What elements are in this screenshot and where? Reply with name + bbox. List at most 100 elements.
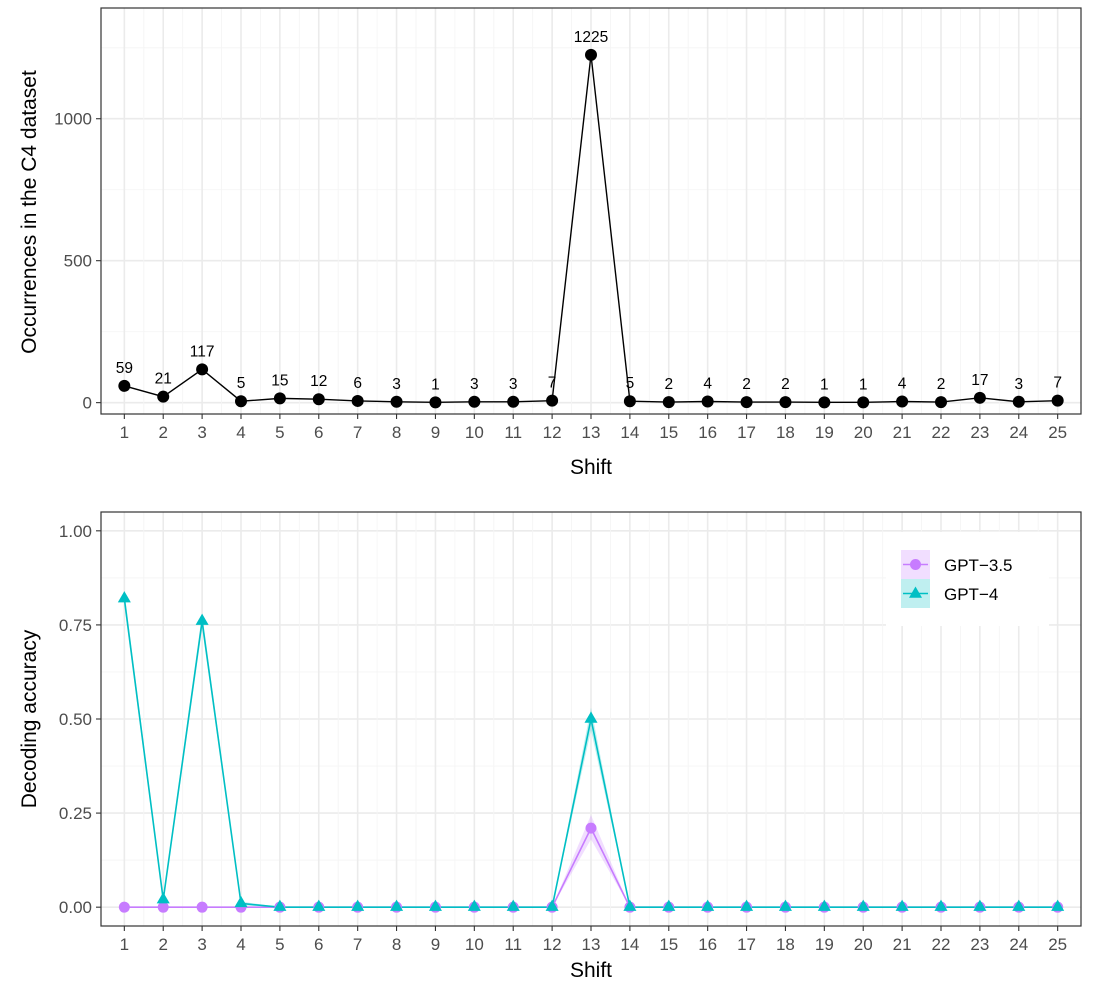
data-point (1051, 394, 1064, 407)
y-tick-label: 0.25 (59, 804, 92, 823)
data-point-gpt4 (817, 899, 831, 911)
x-tick-label: 19 (815, 423, 834, 442)
data-label: 59 (116, 360, 133, 377)
data-label: 7 (548, 375, 557, 392)
x-tick-label: 16 (698, 423, 717, 442)
data-point-gpt4 (156, 892, 170, 904)
data-label: 3 (509, 376, 518, 393)
data-label: 2 (664, 376, 673, 393)
data-point (196, 363, 209, 376)
data-point (235, 395, 247, 408)
data-point (818, 396, 831, 409)
data-point-gpt4 (662, 899, 676, 911)
data-label: 1225 (574, 29, 608, 46)
data-point-gpt4 (234, 895, 248, 908)
x-tick-label: 13 (582, 423, 601, 442)
x-tick-label: 17 (737, 423, 756, 442)
data-point-gpt4 (623, 899, 637, 911)
data-label: 7 (1053, 375, 1062, 392)
y-tick-label: 0 (83, 394, 92, 413)
data-label: 17 (971, 372, 988, 389)
data-point (935, 396, 947, 409)
y-tick-label: 0.00 (59, 898, 92, 917)
y-tick-label: 0.75 (59, 616, 92, 635)
data-label: 5 (237, 375, 246, 392)
x-tick-label: 13 (582, 935, 601, 954)
decoding-y-axis-title: Decoding accuracy (18, 629, 41, 808)
data-label: 3 (392, 376, 401, 393)
x-tick-label: 19 (815, 935, 834, 954)
x-tick-label: 14 (620, 935, 639, 954)
data-label: 2 (781, 376, 790, 393)
decoding-accuracy-chart: GPT−3.5 GPT−4 0.000.250.500.751.001 2 3 4 5 6… (18, 511, 1082, 982)
legend-label-gpt4: GPT−4 (944, 585, 998, 604)
data-point (157, 390, 170, 403)
x-tick-label: 20 (854, 935, 873, 954)
data-point-gpt4 (506, 899, 520, 911)
x-tick-label: 24 (1009, 423, 1028, 442)
data-point (273, 392, 286, 405)
decoding-series (117, 591, 1065, 913)
x-tick-label: 15 (659, 423, 678, 442)
data-point-gpt4 (1051, 899, 1065, 911)
data-point (623, 395, 636, 408)
data-point-gpt4 (740, 899, 754, 911)
x-tick-label: 11 (504, 423, 522, 442)
y-tick-label: 1000 (54, 110, 92, 129)
data-point-gpt35 (118, 901, 130, 913)
legend-circle-marker (910, 559, 921, 570)
x-tick-label: 2 (158, 935, 167, 954)
x-tick-label: 5 (275, 423, 284, 442)
data-point (546, 394, 559, 407)
x-tick-label: 18 (776, 423, 795, 442)
x-tick-label: 20 (854, 423, 873, 442)
x-tick-label: 25 (1048, 935, 1067, 954)
x-tick-label: 8 (392, 423, 401, 442)
x-tick-label: 4 (236, 423, 245, 442)
data-label: 12 (310, 373, 327, 390)
decoding-grid (101, 512, 1081, 926)
x-tick-label: 12 (543, 935, 562, 954)
data-point (701, 395, 714, 408)
x-tick-label: 14 (620, 423, 639, 442)
x-tick-label: 2 (158, 423, 167, 442)
data-point (740, 396, 753, 409)
x-tick-label: 23 (970, 935, 989, 954)
data-point (118, 379, 131, 392)
x-tick-label: 1 (120, 935, 129, 954)
x-tick-label: 11 (504, 935, 522, 954)
data-label: 1 (820, 376, 829, 393)
x-tick-label: 1 (120, 423, 129, 442)
data-point (312, 393, 325, 406)
data-point (857, 396, 870, 409)
y-tick-label: 500 (64, 252, 92, 271)
data-label: 21 (155, 371, 172, 388)
data-point (507, 395, 520, 408)
x-tick-label: 16 (698, 935, 717, 954)
occurrences-x-axis-title: Shift (570, 456, 612, 479)
data-point (351, 394, 364, 407)
data-label: 117 (190, 343, 215, 360)
x-tick-label: 23 (970, 423, 989, 442)
data-point-gpt4 (973, 899, 987, 911)
x-tick-label: 6 (314, 423, 323, 442)
data-point (1012, 395, 1025, 408)
x-tick-label: 25 (1048, 423, 1067, 442)
data-point-gpt35 (585, 822, 597, 834)
data-point (468, 395, 481, 408)
data-label: 4 (898, 376, 907, 393)
data-point-gpt4 (428, 899, 442, 911)
data-label: 15 (271, 372, 288, 389)
legend: GPT−3.5 GPT−4 (886, 532, 1049, 626)
x-tick-label: 9 (431, 423, 440, 442)
data-point-gpt35 (196, 901, 208, 913)
decoding-axes: 0.000.250.500.751.001 2 3 4 5 6 7 8 9 10 11 12 13 14 1… (59, 522, 1067, 954)
data-label: 1 (859, 376, 868, 393)
y-tick-label: 1.00 (59, 522, 92, 541)
data-label: 2 (937, 376, 946, 393)
data-point-gpt4 (273, 899, 287, 911)
data-label: 2 (742, 376, 751, 393)
x-tick-label: 12 (543, 423, 562, 442)
